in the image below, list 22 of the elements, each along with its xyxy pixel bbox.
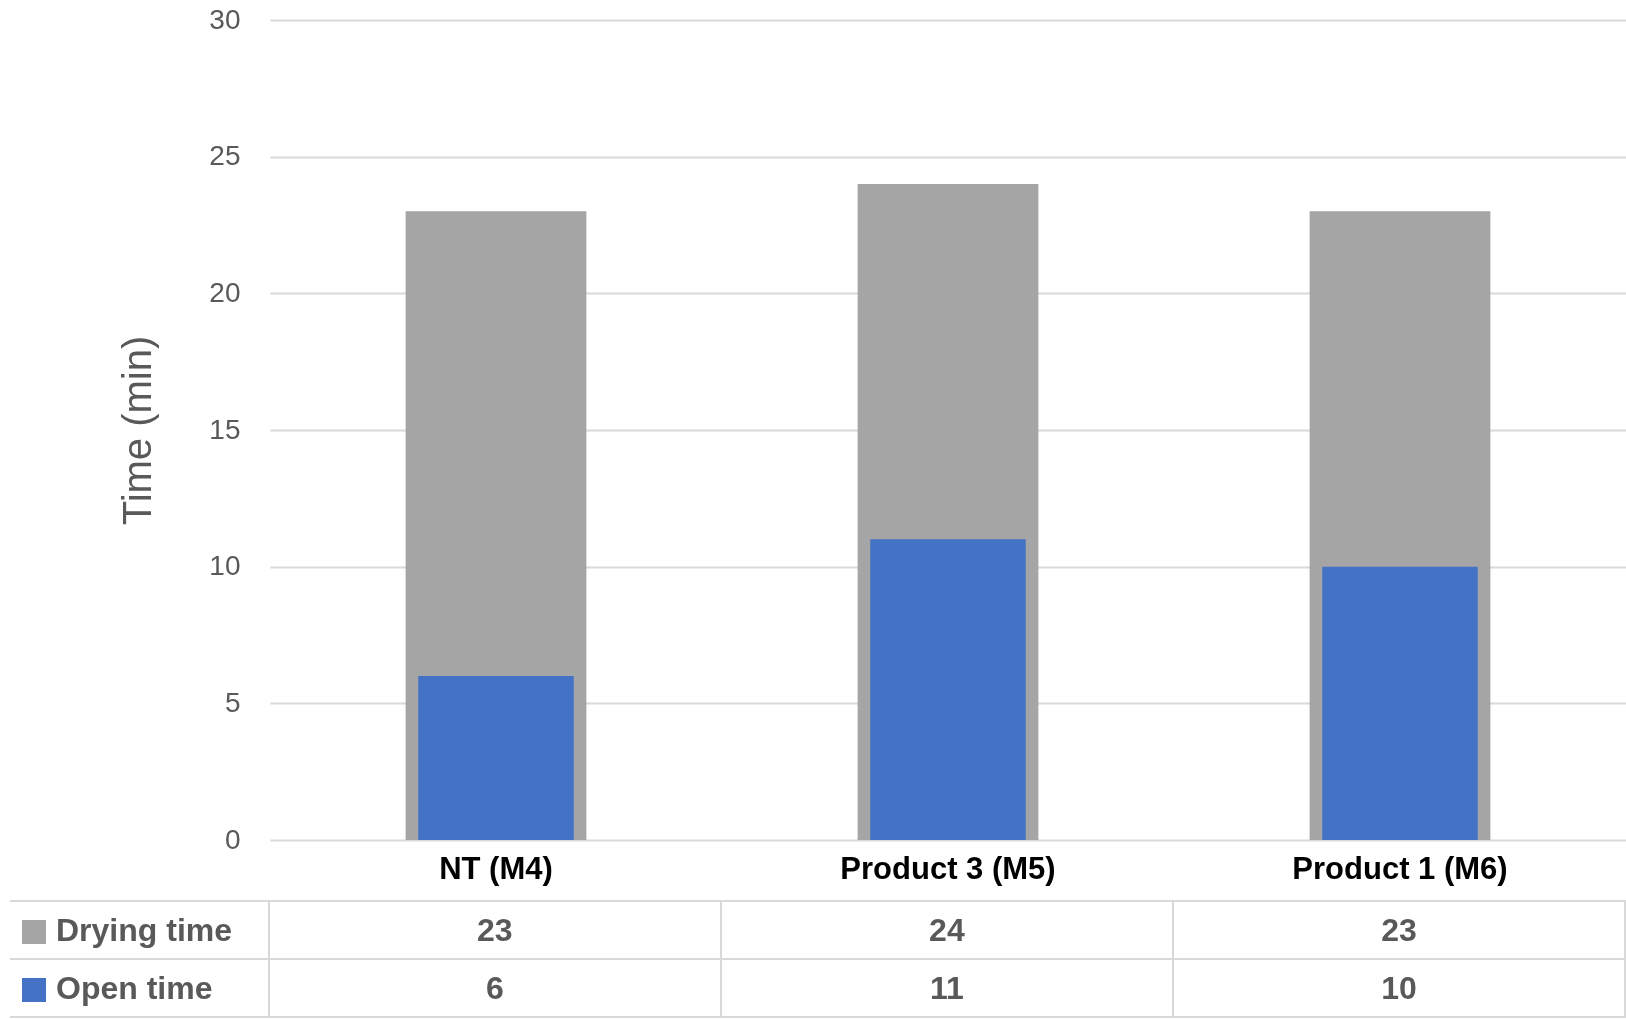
y-tick-label: 25: [209, 140, 241, 172]
y-tick-label: 20: [209, 276, 241, 308]
y-tick-label: 30: [209, 3, 241, 35]
y-tick-label: 5: [224, 686, 241, 718]
data-label: 10: [1172, 959, 1625, 1017]
data-label: 11: [720, 959, 1173, 1017]
y-axis-title: Time (min): [115, 335, 160, 526]
legend-label: Drying time: [10, 901, 269, 959]
x-tick-label: NT (M4): [439, 850, 553, 886]
data-label: 23: [268, 901, 721, 959]
legend-label: Open time: [10, 959, 269, 1017]
data-label: 23: [1172, 901, 1625, 959]
x-tick-label: Product 3 (M5): [840, 850, 1056, 886]
bar: [418, 676, 574, 840]
bar: [870, 539, 1026, 840]
data-label: 6: [268, 959, 721, 1017]
y-tick-label: 15: [209, 413, 241, 445]
bar: [1322, 566, 1478, 840]
x-tick-label: Product 1 (M6): [1292, 850, 1508, 886]
y-tick-label: 10: [209, 550, 241, 582]
y-tick-label: 0: [224, 823, 241, 855]
data-label: 24: [720, 901, 1173, 959]
